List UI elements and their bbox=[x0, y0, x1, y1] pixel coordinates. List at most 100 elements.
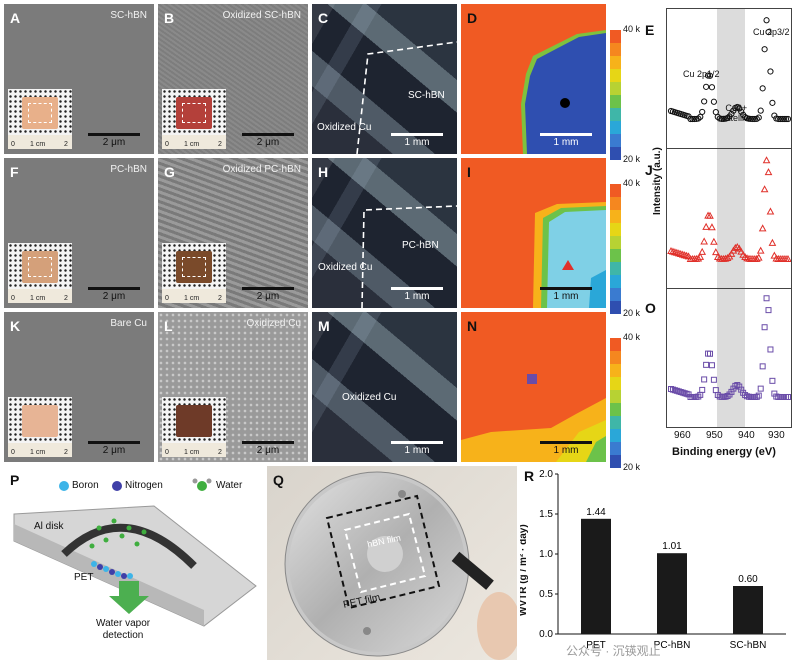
xps-data-point bbox=[775, 115, 782, 123]
y-tick-label: 2.0 bbox=[539, 469, 553, 480]
panel-letter: L bbox=[164, 318, 173, 334]
label-detection: Water vapor detection bbox=[96, 618, 151, 641]
x-category-label: PC-hBN bbox=[654, 640, 691, 651]
scale-bar: 2 μm bbox=[88, 441, 140, 456]
xps-data-point bbox=[707, 350, 713, 357]
bar-value-label: 1.44 bbox=[586, 507, 606, 518]
xps-data-point bbox=[701, 98, 708, 105]
colorbar-bottom-label: 20 k bbox=[623, 154, 641, 164]
panel-letter: K bbox=[10, 318, 21, 334]
peak-label-cu2p12: Cu 2p1/2 bbox=[683, 69, 720, 79]
xps-data-point bbox=[687, 115, 694, 123]
panel-letter: C bbox=[318, 10, 329, 26]
xps-data-point bbox=[728, 110, 735, 117]
panel-title: SC-hBN bbox=[110, 10, 147, 21]
xps-data-point bbox=[742, 392, 749, 399]
scale-bar: 2 μm bbox=[88, 287, 140, 302]
bar-pet bbox=[581, 518, 611, 634]
xps-data-point bbox=[702, 222, 710, 230]
panel-letter: H bbox=[318, 164, 329, 180]
panel-letter: I bbox=[467, 164, 471, 180]
xps-data-point bbox=[673, 248, 681, 256]
xps-data-point bbox=[680, 251, 689, 259]
sample-square bbox=[176, 97, 212, 129]
xps-data-point bbox=[710, 237, 718, 245]
xps-data-point bbox=[781, 115, 788, 123]
xps-data-point bbox=[763, 17, 770, 24]
xps-data-point bbox=[757, 385, 764, 392]
xps-data-point bbox=[710, 98, 718, 105]
panel-letter: M bbox=[318, 318, 330, 334]
chart-ylabel: WVTR (g / m² · day) bbox=[520, 524, 529, 616]
xps-data-point bbox=[777, 115, 784, 123]
label-oxidized-cu: Oxidized Cu bbox=[317, 122, 372, 133]
xps-data-point bbox=[782, 115, 790, 123]
label-sc-hbn: SC-hBN bbox=[408, 90, 445, 101]
xps-data-point bbox=[712, 387, 719, 394]
sample-square bbox=[22, 251, 58, 283]
xps-data-point bbox=[753, 393, 760, 400]
watermark: 公众号 · 沉锳观止 bbox=[566, 644, 661, 658]
panel-r-chart: R 0.0 0.5 1.0 1.5 2.0 1.44 PET 1.01 PC-hBN 0.60 SC… bbox=[520, 466, 802, 660]
xps-data-point bbox=[769, 377, 776, 384]
scale-bar: 1 mm bbox=[391, 287, 443, 302]
xps-data-point bbox=[683, 390, 690, 397]
scale-bar: 2 μm bbox=[88, 133, 140, 148]
legend-water: Water bbox=[216, 480, 243, 491]
colorbar bbox=[610, 30, 621, 160]
y-tick-label: 1.0 bbox=[539, 549, 553, 560]
panel-d-map: D 1 mm bbox=[461, 4, 606, 154]
scale-bar: 1 mm bbox=[391, 441, 443, 456]
xps-data-point bbox=[760, 185, 769, 193]
xps-data-point bbox=[698, 247, 707, 255]
panel-letter-j: J bbox=[645, 162, 653, 178]
scale-bar: 2 μm bbox=[242, 287, 294, 302]
xps-data-point bbox=[765, 29, 772, 36]
bar-value-label: 0.60 bbox=[738, 574, 758, 585]
xps-data-point bbox=[758, 224, 767, 232]
xps-data-point bbox=[749, 115, 757, 123]
xps-data-point bbox=[768, 238, 777, 246]
colorbar-top-label: 40 k bbox=[623, 178, 641, 188]
xps-data-point bbox=[755, 114, 762, 121]
xps-data-point bbox=[731, 243, 740, 251]
xps-data-point bbox=[704, 72, 712, 79]
xps-data-point bbox=[677, 389, 684, 395]
bar-value-label: 1.01 bbox=[662, 541, 682, 552]
xps-data-point bbox=[695, 115, 702, 122]
panel-m-optical: M Oxidized Cu 1 mm bbox=[312, 312, 457, 462]
xps-data-point bbox=[764, 168, 773, 176]
xps-data-point bbox=[757, 107, 764, 114]
xps-data-point bbox=[705, 350, 712, 357]
scale-bar: 1 mm bbox=[540, 133, 592, 148]
scale-bar: 1 mm bbox=[540, 441, 592, 456]
panel-title: Oxidized SC-hBN bbox=[222, 10, 301, 21]
xps-data-point bbox=[732, 382, 739, 389]
xps-data-point bbox=[735, 244, 744, 252]
panel-letter: Q bbox=[273, 472, 284, 488]
xps-data-point bbox=[679, 389, 686, 396]
xps-data-point bbox=[674, 249, 683, 257]
label-pet: PET bbox=[74, 572, 94, 583]
xps-data-point bbox=[755, 392, 762, 399]
xps-data-point bbox=[675, 388, 682, 395]
xps-data-point bbox=[712, 248, 720, 256]
scale-bar: 1 mm bbox=[540, 287, 592, 302]
xps-data-point bbox=[759, 85, 766, 92]
xps-data-point bbox=[784, 254, 791, 262]
xps-data-point bbox=[669, 247, 677, 255]
colorbar-bottom-label: 20 k bbox=[623, 462, 641, 472]
sample-square bbox=[22, 97, 58, 129]
x-category-label: SC-hBN bbox=[730, 640, 767, 651]
panel-letter-o: O bbox=[645, 300, 656, 316]
label-oxidized-cu: Oxidized Cu bbox=[318, 262, 373, 273]
colorbar-top-label: 40 k bbox=[623, 332, 641, 342]
xps-data-point bbox=[763, 295, 770, 302]
